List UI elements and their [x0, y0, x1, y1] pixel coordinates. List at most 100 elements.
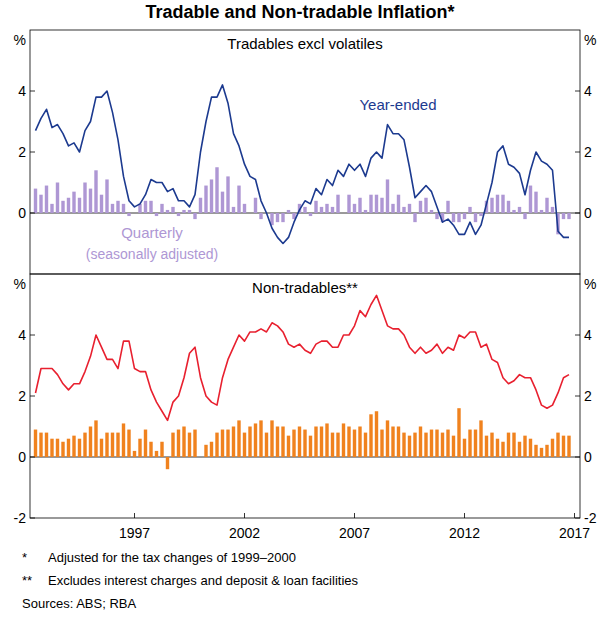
bar: [270, 420, 273, 457]
bar: [325, 423, 328, 457]
bar: [375, 195, 378, 213]
bar: [446, 430, 449, 457]
bar: [133, 451, 136, 457]
y-tick: [575, 213, 580, 214]
bar: [265, 433, 268, 457]
bar: [177, 430, 180, 457]
bar: [446, 201, 449, 213]
bar: [364, 210, 367, 213]
bar: [237, 186, 240, 213]
panel: -2-2002244%%Non-tradables**1997200220072…: [14, 274, 597, 541]
bar: [254, 198, 257, 213]
bar: [545, 445, 548, 457]
bar: [281, 213, 284, 222]
bar: [342, 423, 345, 457]
bar: [314, 427, 317, 458]
bar: [199, 457, 202, 458]
bar: [155, 213, 158, 216]
bar: [50, 439, 53, 457]
bar: [127, 430, 130, 457]
plot-area: [30, 295, 580, 469]
frame: [30, 30, 580, 274]
series-label-line: Quarterly: [121, 224, 183, 241]
bar: [89, 427, 92, 458]
bar: [188, 433, 191, 457]
bar: [391, 427, 394, 458]
bar: [474, 430, 477, 457]
bar: [413, 433, 416, 457]
bar: [221, 192, 224, 213]
bar: [182, 210, 185, 213]
y-tick-label: 0: [584, 205, 592, 221]
bar: [551, 439, 554, 457]
bar: [424, 433, 427, 457]
series-label: Quarterly(seasonally adjusted): [86, 224, 218, 262]
bar: [501, 195, 504, 213]
y-tick: [30, 152, 35, 153]
bar: [540, 210, 543, 213]
bar: [556, 433, 559, 457]
bar: [518, 207, 521, 213]
bar: [501, 442, 504, 457]
panel-title: Non-tradables**: [252, 279, 358, 296]
bar: [496, 439, 499, 457]
y-tick-label: 2: [18, 144, 26, 160]
bar: [507, 433, 510, 457]
y-tick-label: -2: [584, 510, 597, 526]
bar: [72, 192, 75, 213]
bar: [133, 213, 136, 214]
bar: [83, 183, 86, 214]
bar: [320, 207, 323, 213]
bar: [276, 213, 279, 222]
bar: [435, 213, 438, 219]
x-tick: [574, 513, 575, 518]
bar: [523, 213, 526, 219]
y-tick-label: 4: [584, 327, 592, 343]
bar: [551, 207, 554, 213]
y-tick-label: 2: [584, 144, 592, 160]
bar: [303, 430, 306, 457]
y-tick: [30, 518, 35, 519]
bar: [78, 198, 81, 213]
bar: [100, 195, 103, 213]
bar: [111, 204, 114, 213]
bar: [512, 433, 515, 457]
bar: [507, 201, 510, 213]
x-tick: [464, 513, 465, 518]
bar: [369, 414, 372, 457]
bar: [67, 439, 70, 457]
footnote-symbol: *: [22, 550, 27, 565]
bar: [72, 436, 75, 457]
bar: [105, 179, 108, 213]
chart-title: Tradable and Non-tradable Inflation*: [145, 2, 454, 22]
bar: [248, 427, 251, 458]
bar: [292, 430, 295, 457]
bar: [149, 201, 152, 213]
bar: [298, 427, 301, 458]
y-tick: [575, 152, 580, 153]
y-tick: [30, 213, 35, 214]
bar: [177, 213, 180, 216]
y-tick-label: 4: [18, 83, 26, 99]
bar: [243, 433, 246, 457]
y-tick: [575, 335, 580, 336]
bar: [39, 433, 42, 457]
source: Sources: ABS; RBA: [22, 596, 136, 611]
panel: 002244%%Tradables excl volatilesYear-end…: [14, 30, 597, 274]
bar: [419, 427, 422, 458]
bar: [210, 442, 213, 457]
bar: [490, 198, 493, 213]
y-tick-label: 4: [584, 83, 592, 99]
x-tick-label: 2007: [339, 525, 370, 541]
bar: [155, 451, 158, 457]
bar: [193, 430, 196, 457]
bar: [204, 186, 207, 213]
bar: [94, 420, 97, 457]
bar: [408, 436, 411, 457]
bar: [534, 445, 537, 457]
bar: [199, 198, 202, 213]
bar: [364, 433, 367, 457]
bar: [281, 427, 284, 458]
bar: [116, 201, 119, 213]
bar: [303, 207, 306, 213]
